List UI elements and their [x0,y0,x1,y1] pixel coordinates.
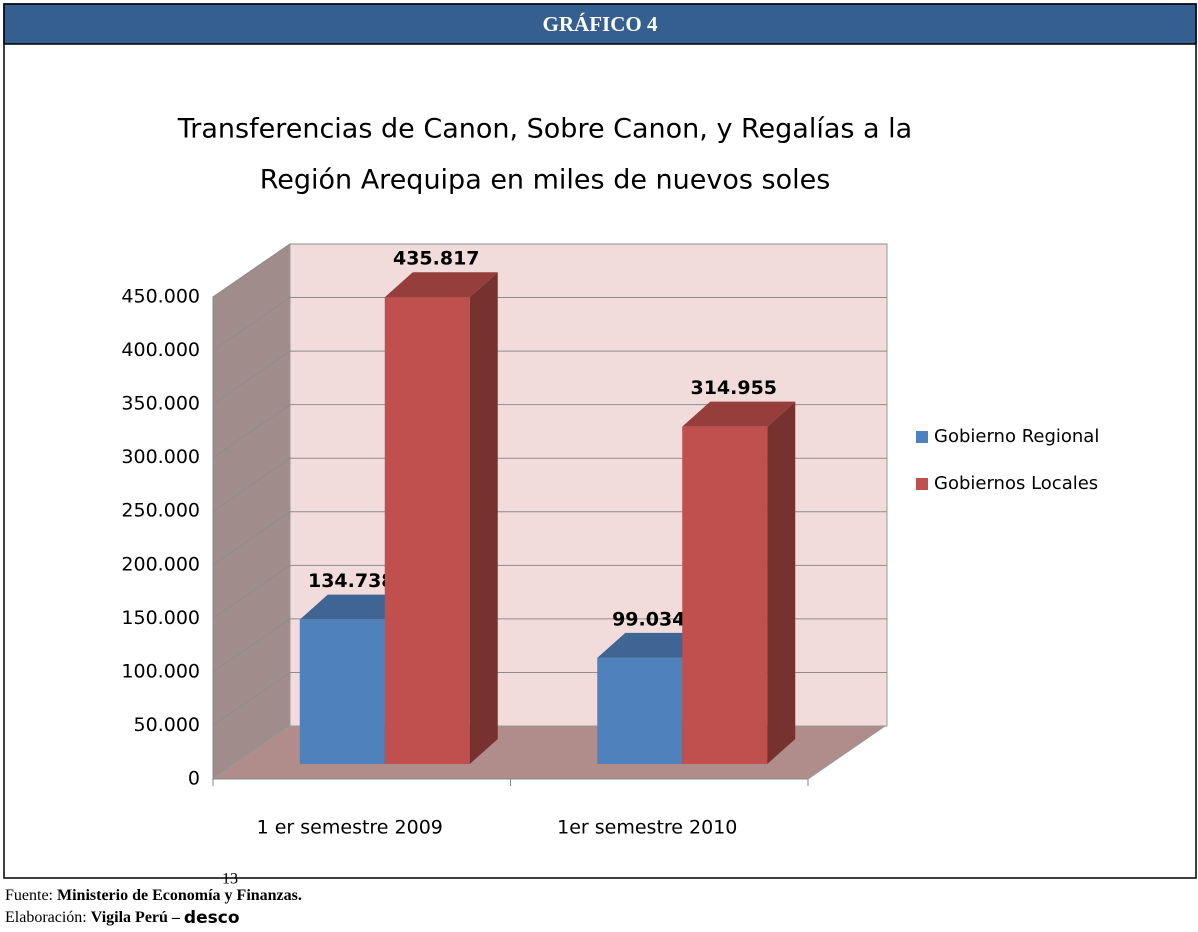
source-label: Fuente: [5,887,53,904]
page-number: 13 [222,871,238,888]
bar-side [767,401,796,764]
credit-brand: desco [184,908,240,928]
bar-top [597,632,711,658]
y-tick-label: 50.000 [134,714,200,736]
bar-top [299,594,413,620]
y-tick-label: 400.000 [121,339,200,361]
y-tick-label: 100.000 [121,660,200,682]
bar-top [384,272,498,298]
y-tick-label: 0 [188,768,200,790]
bar-front [682,426,768,764]
y-tick-label: 450.000 [121,286,200,308]
header: GRÁFICO 4 [543,12,658,36]
bar-front [299,619,385,764]
bar-top [682,401,796,427]
grid-line [212,404,887,459]
y-tick-label: 300.000 [121,446,200,468]
credit: Elaboración: Vigila Perú – desco [5,908,240,928]
chart-title: Región Arequipa en miles de nuevos soles [260,165,831,196]
bar-front [384,297,470,764]
value-label: 99.034 [612,608,685,630]
x-tick-label: 1 er semestre 2009 [257,817,443,839]
credit-value: Vigila Perú – [91,909,181,926]
y-tick-label: 200.000 [121,553,200,575]
legend-swatch [916,431,928,443]
credit-label: Elaboración: [5,909,87,926]
x-tick-label: 1er semestre 2010 [557,817,737,839]
grid-line [212,243,887,298]
value-label: 134.738 [308,570,395,592]
grid-line [212,350,887,405]
y-tick-label: 150.000 [121,607,200,629]
y-tick-label: 350.000 [121,393,200,415]
source: Fuente: Ministerio de Economía y Finanza… [5,887,302,904]
header-bar [3,3,1197,45]
source-value: Ministerio de Economía y Finanzas. [57,887,302,904]
value-label: 435.817 [393,248,480,270]
legend-label: Gobiernos Locales [934,473,1098,494]
bar-front [597,657,683,764]
y-tick-label: 250.000 [121,500,200,522]
bar-side [469,272,498,764]
plot: 0 50.000 100.000 150.000 200.000 250.000 300.0… [121,243,1099,839]
grid-line [212,297,887,351]
value-label: 314.955 [690,377,777,399]
legend-label: Gobierno Regional [934,426,1099,447]
legend-swatch [916,478,928,490]
chart-title: Transferencias de Canon, Sobre Canon, y … [177,114,912,145]
